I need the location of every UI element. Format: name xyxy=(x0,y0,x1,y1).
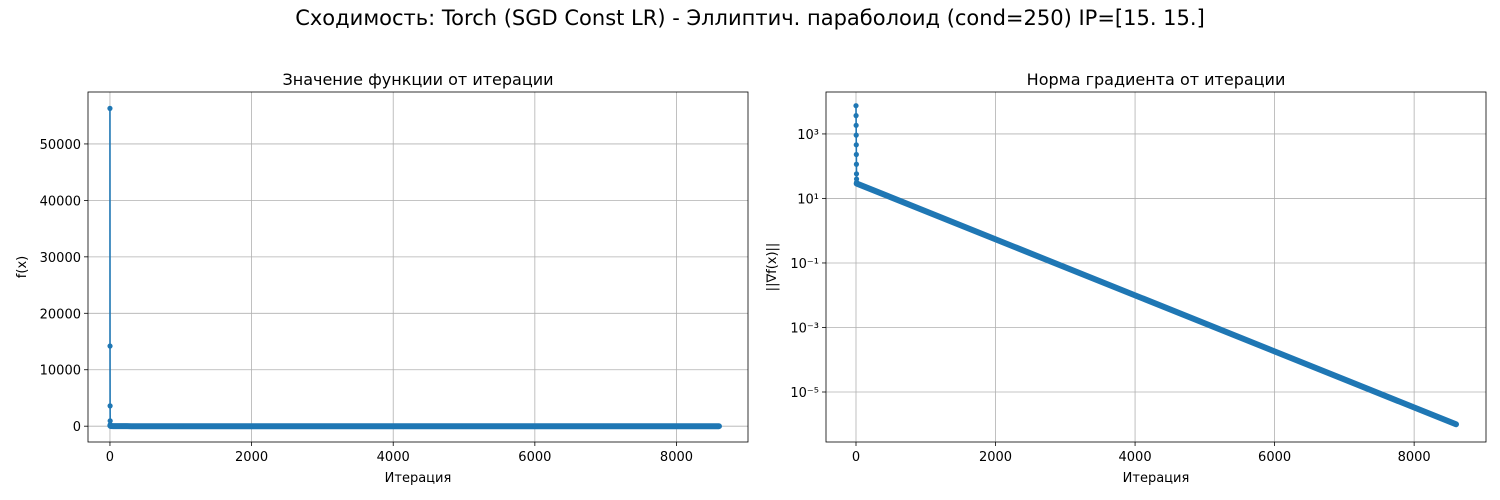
y-tick-label: 40000 xyxy=(40,194,81,209)
function-value-panel: 0 2000 4000 6000 8000 0 10000 20000 30000 40000 50… xyxy=(15,70,749,486)
data-point xyxy=(853,113,859,119)
plot-area xyxy=(826,92,1486,442)
x-tick-label: 2000 xyxy=(235,450,268,465)
y-tick-label: 10³ xyxy=(797,128,819,143)
data-point xyxy=(853,103,859,109)
x-tick-label: 8000 xyxy=(660,450,693,465)
data-point xyxy=(107,403,113,409)
plot-area xyxy=(88,92,748,442)
data-point xyxy=(390,423,396,429)
data-point xyxy=(248,423,255,429)
x-axis-label: Итерация xyxy=(1123,471,1190,486)
data-point xyxy=(107,343,113,349)
panel-title: Значение функции от итерации xyxy=(282,70,553,89)
y-tick-label: 30000 xyxy=(40,251,81,266)
data-point xyxy=(673,423,680,429)
x-tick-label: 0 xyxy=(106,450,114,465)
x-tick-label: 6000 xyxy=(1258,450,1291,465)
data-point xyxy=(853,142,859,148)
y-axis-label: ||∇f(x)|| xyxy=(765,243,780,292)
y-tick-label: 10⁻¹ xyxy=(790,257,819,272)
data-point xyxy=(1453,421,1459,427)
data-point xyxy=(121,423,127,429)
axes-frame xyxy=(87,91,749,443)
y-tick-label: 20000 xyxy=(40,307,81,322)
y-tick-label: 10000 xyxy=(40,364,81,379)
x-tick-label: 6000 xyxy=(518,450,551,465)
x-tick-label: 2000 xyxy=(979,450,1012,465)
data-point xyxy=(461,423,467,429)
y-tick-label: 10¹ xyxy=(797,192,819,207)
y-tick-label: 0 xyxy=(73,420,81,435)
x-tick-label: 8000 xyxy=(1398,450,1431,465)
y-axis-label: f(x) xyxy=(15,256,30,278)
data-point xyxy=(128,423,134,429)
data-point xyxy=(853,132,859,138)
panel-title: Норма градиента от итерации xyxy=(1027,70,1286,89)
data-point xyxy=(107,105,113,111)
x-tick-label: 4000 xyxy=(377,450,410,465)
data-point xyxy=(853,151,859,158)
data-point xyxy=(853,122,859,128)
y-tick-label: 10⁻⁵ xyxy=(790,386,819,401)
y-tick-label: 10⁻³ xyxy=(790,321,819,336)
x-tick-label: 4000 xyxy=(1119,450,1152,465)
data-point xyxy=(603,423,609,429)
data-point xyxy=(319,423,325,429)
dense-marker-band xyxy=(107,422,722,430)
data-point xyxy=(854,180,860,187)
dense-marker-band xyxy=(853,180,1459,428)
data-point xyxy=(178,423,184,429)
axes-frame xyxy=(825,91,1487,443)
data-point xyxy=(716,423,722,429)
x-axis-label: Итерация xyxy=(385,471,452,486)
data-point xyxy=(532,423,538,429)
data-point xyxy=(853,161,860,167)
data-point xyxy=(107,418,113,424)
y-tick-label: 50000 xyxy=(40,138,81,153)
x-tick-label: 0 xyxy=(852,450,860,465)
data-point xyxy=(114,423,120,429)
figure-title: Сходимость: Torch (SGD Const LR) - Эллип… xyxy=(295,6,1205,30)
data-point xyxy=(853,171,860,177)
gradient-norm-panel: 0 2000 4000 6000 8000 10³ 10¹ 10⁻¹ 10⁻³ 10⁻⁵ Норма… xyxy=(765,70,1487,486)
